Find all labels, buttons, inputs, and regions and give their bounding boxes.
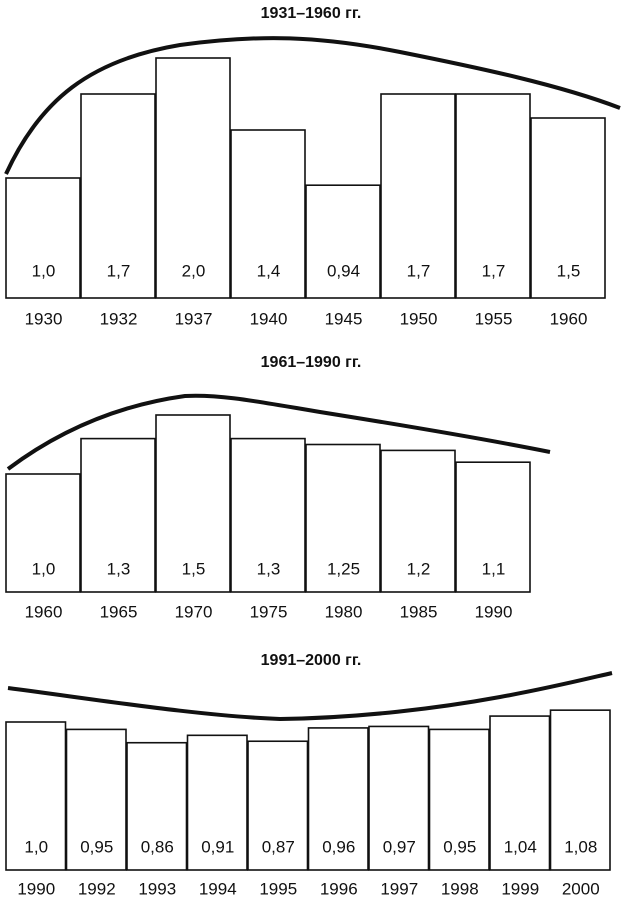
x-tick-label: 1930 [25, 309, 63, 328]
x-tick-label: 1950 [400, 309, 438, 328]
x-tick-label: 1965 [100, 602, 138, 621]
bar [368, 725, 430, 871]
x-tick-label: 1937 [175, 309, 213, 328]
value-label: 1,0 [24, 837, 48, 856]
trend-curve [7, 671, 613, 722]
value-label: 0,91 [201, 837, 234, 856]
x-tick-label: 1993 [138, 879, 176, 898]
chart-title: 1931–1960 гг. [261, 5, 362, 22]
bar [380, 93, 456, 299]
value-label: 0,87 [262, 837, 295, 856]
chart-title: 1991–2000 гг. [261, 652, 362, 669]
x-tick-label: 1990 [17, 879, 55, 898]
value-label: 1,7 [482, 261, 506, 280]
x-tick-label: 1960 [25, 602, 63, 621]
bar [80, 437, 156, 593]
value-label: 1,5 [182, 559, 206, 578]
x-tick-label: 2000 [562, 879, 600, 898]
value-label: 1,5 [557, 261, 581, 280]
x-tick-label: 1996 [320, 879, 358, 898]
x-tick-label: 1994 [199, 879, 237, 898]
chart-title: 1961–1990 гг. [261, 354, 362, 371]
bar [307, 727, 369, 871]
x-tick-label: 1992 [78, 879, 116, 898]
x-tick-label: 1960 [550, 309, 588, 328]
value-label: 1,1 [482, 559, 506, 578]
bar [305, 443, 381, 593]
value-label: 1,04 [504, 837, 537, 856]
value-label: 0,95 [443, 837, 476, 856]
bar [455, 461, 531, 593]
value-label: 1,4 [257, 261, 281, 280]
value-label: 1,7 [107, 261, 131, 280]
x-tick-label: 1932 [100, 309, 138, 328]
bar [230, 129, 306, 299]
value-label: 1,08 [564, 837, 597, 856]
bar [428, 728, 490, 871]
x-tick-label: 1985 [400, 602, 438, 621]
x-tick-label: 1997 [380, 879, 418, 898]
bar [186, 734, 248, 871]
bar [5, 177, 81, 299]
value-label: 0,86 [141, 837, 174, 856]
bar [5, 473, 81, 593]
x-tick-label: 1990 [475, 602, 513, 621]
bar [247, 740, 309, 871]
x-tick-label: 1940 [250, 309, 288, 328]
trend-curve [6, 393, 551, 471]
bar [549, 709, 611, 871]
value-label: 1,7 [407, 261, 431, 280]
x-tick-label: 1980 [325, 602, 363, 621]
x-tick-label: 1975 [250, 602, 288, 621]
bar [65, 728, 127, 871]
value-label: 1,0 [32, 261, 56, 280]
value-label: 2,0 [182, 261, 206, 280]
bar [230, 437, 306, 593]
bar [155, 57, 231, 299]
value-label: 0,97 [383, 837, 416, 856]
x-tick-label: 1945 [325, 309, 363, 328]
x-tick-label: 1955 [475, 309, 513, 328]
bar [126, 741, 188, 871]
bar [305, 184, 381, 299]
trend-curve [4, 36, 621, 175]
value-label: 0,94 [327, 261, 360, 280]
x-tick-label: 1998 [441, 879, 479, 898]
bar [489, 715, 551, 871]
value-label: 1,2 [407, 559, 431, 578]
bar [530, 117, 606, 299]
bar [455, 93, 531, 299]
value-label: 0,96 [322, 837, 355, 856]
x-tick-label: 1970 [175, 602, 213, 621]
bar [380, 449, 456, 593]
value-label: 1,25 [327, 559, 360, 578]
bar [80, 93, 156, 299]
x-tick-label: 1999 [501, 879, 539, 898]
bar [5, 721, 67, 871]
value-label: 0,95 [80, 837, 113, 856]
value-label: 1,3 [257, 559, 281, 578]
value-label: 1,0 [32, 559, 56, 578]
value-label: 1,3 [107, 559, 131, 578]
bar [155, 414, 231, 593]
x-tick-label: 1995 [259, 879, 297, 898]
